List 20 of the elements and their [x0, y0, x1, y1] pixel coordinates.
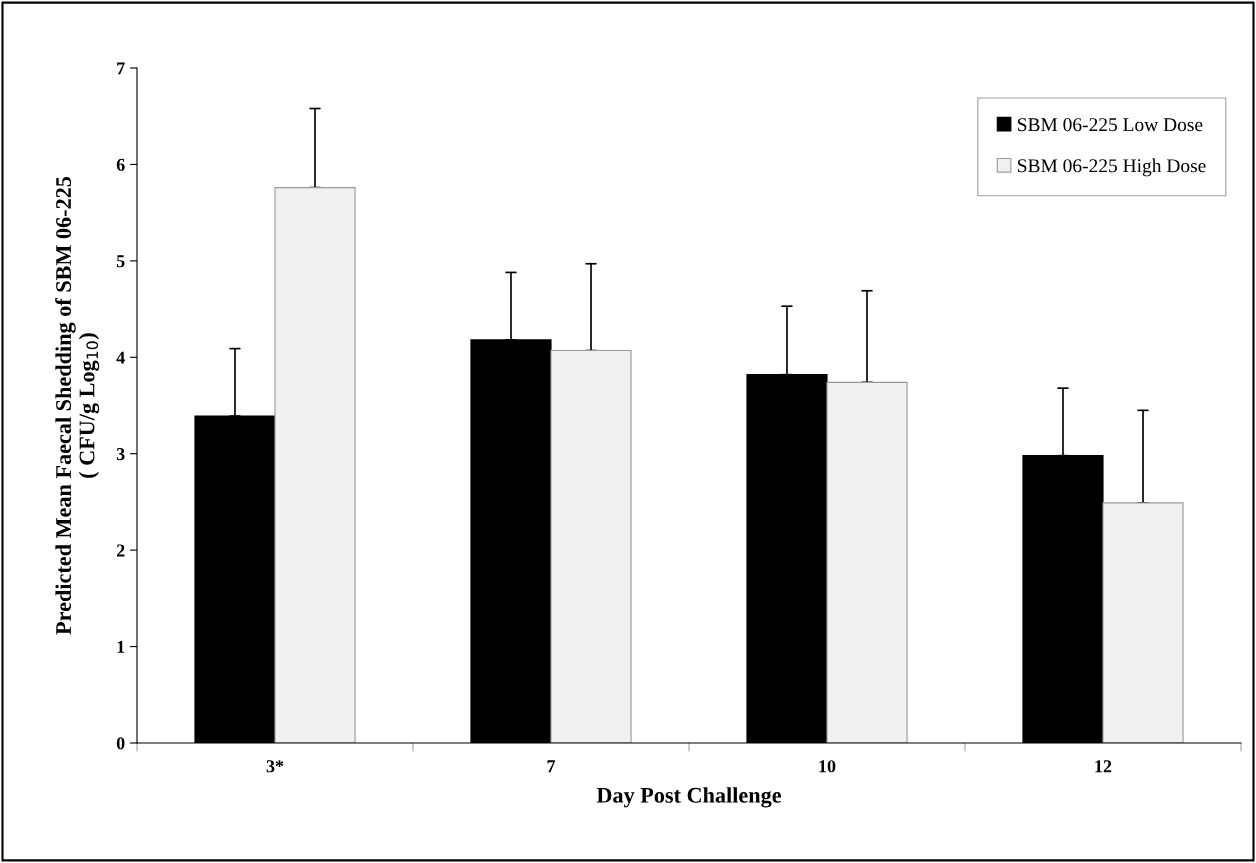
- y-axis-title: Predicted Mean Faecal Shedding of SBM 06-225 ( CFU/g Log$_{10}$): [55, 176, 100, 635]
- bar: [1102, 502, 1184, 743]
- y-tick-label: 0: [116, 737, 125, 750]
- y-tick-label: 3: [116, 448, 125, 461]
- x-tick-label: 7: [547, 760, 556, 773]
- y-tick-label: 6: [116, 158, 125, 171]
- y-tick-label: 7: [117, 62, 125, 75]
- y-tick-label: 1: [117, 640, 125, 653]
- y-tick-label: 2: [116, 544, 125, 557]
- y-tick-label: 4: [116, 351, 125, 364]
- legend-label: SBM 06-225 Low Dose: [1018, 118, 1203, 132]
- x-tick-label: 10: [819, 760, 836, 773]
- bar: [826, 381, 908, 743]
- x-tick-label: 12: [1095, 760, 1112, 773]
- x-tick-label: 3*: [266, 760, 284, 773]
- legend-label: SBM 06-225 High Dose: [1018, 158, 1206, 177]
- bar: [550, 349, 632, 743]
- x-axis-title: Day Post Challenge: [596, 787, 782, 808]
- bar: [274, 187, 356, 743]
- y-tick-label: 5: [116, 255, 125, 268]
